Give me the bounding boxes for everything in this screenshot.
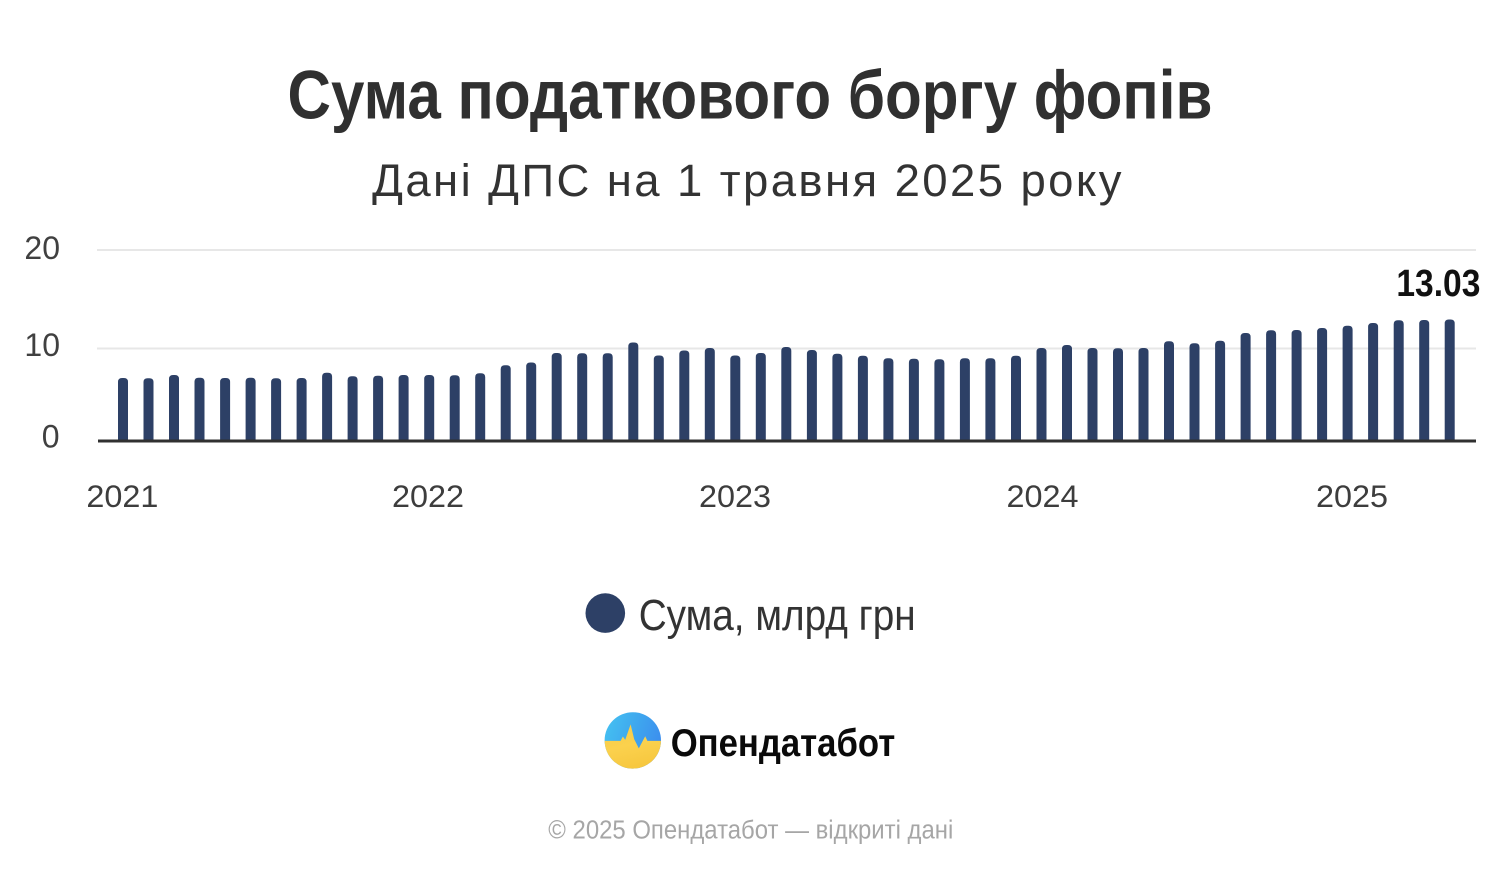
svg-text:Опендатабот: Опендатабот xyxy=(671,722,896,765)
svg-text:10: 10 xyxy=(24,327,60,363)
svg-text:2025: 2025 xyxy=(1316,478,1388,514)
svg-text:2022: 2022 xyxy=(392,478,464,514)
svg-text:20: 20 xyxy=(24,230,60,266)
svg-text:2023: 2023 xyxy=(699,478,771,514)
svg-text:0: 0 xyxy=(42,418,60,454)
svg-text:© 2025 Опендатабот — відкриті: © 2025 Опендатабот — відкриті дані xyxy=(548,816,953,844)
svg-text:Дані ДПС на 1 травня 2025 року: Дані ДПС на 1 травня 2025 року xyxy=(372,155,1124,206)
svg-text:Сума, млрд грн: Сума, млрд грн xyxy=(639,591,916,640)
svg-text:2021: 2021 xyxy=(86,478,158,514)
svg-text:2024: 2024 xyxy=(1007,478,1079,514)
svg-text:Сума податкового боргу фопів: Сума податкового боргу фопів xyxy=(288,57,1213,134)
svg-text:13.03: 13.03 xyxy=(1396,263,1480,305)
